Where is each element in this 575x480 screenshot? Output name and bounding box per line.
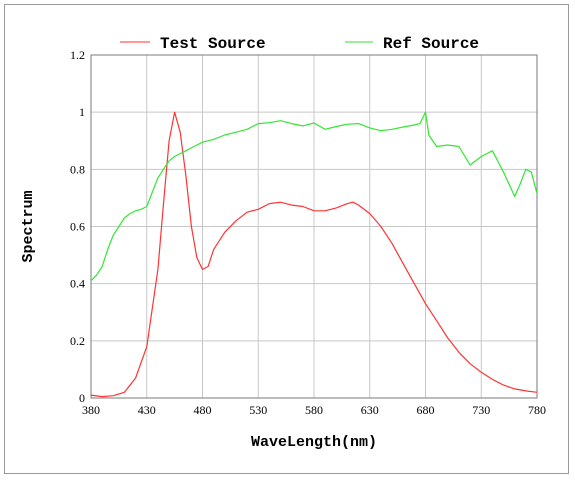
y-tick-label: 0.4 — [70, 277, 85, 291]
x-tick-label: 630 — [361, 403, 379, 417]
legend-label-ref-source: Ref Source — [383, 35, 479, 53]
legend: Test Source Ref Source — [120, 35, 479, 53]
x-tick-label: 480 — [194, 403, 212, 417]
series-line-ref-source — [90, 111, 538, 282]
y-tick-label: 0 — [79, 391, 85, 405]
x-tick-label: 680 — [417, 403, 435, 417]
legend-label-test-source: Test Source — [160, 35, 266, 53]
x-axis-label: WaveLength(nm) — [251, 434, 377, 451]
x-tick-label: 430 — [138, 403, 156, 417]
series-layer — [90, 111, 538, 398]
y-tick-label: 0.6 — [70, 220, 85, 234]
x-tick-label: 730 — [472, 403, 490, 417]
y-tick-label: 0.2 — [70, 334, 85, 348]
series-line-test-source — [90, 111, 538, 398]
grid — [90, 54, 538, 399]
plot-area — [90, 54, 538, 399]
y-axis-label: Spectrum — [20, 190, 37, 262]
x-tick-label: 530 — [249, 403, 267, 417]
x-tick-label: 780 — [528, 403, 546, 417]
y-tick-label: 1 — [79, 105, 85, 119]
x-tick-label: 380 — [82, 403, 100, 417]
x-tick-label: 580 — [305, 403, 323, 417]
x-axis-ticks: 380 430 480 530 580 630 680 730 780 — [82, 403, 546, 417]
y-tick-label: 1.2 — [70, 48, 85, 62]
y-tick-label: 0.8 — [70, 162, 85, 176]
y-axis-ticks: 0 0.2 0.4 0.6 0.8 1 1.2 — [70, 48, 85, 405]
